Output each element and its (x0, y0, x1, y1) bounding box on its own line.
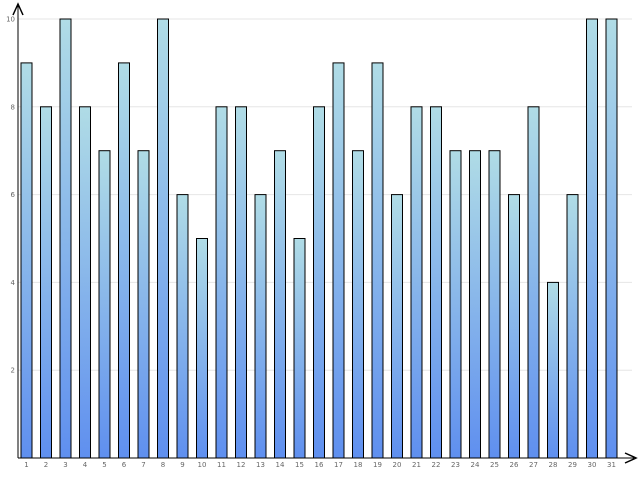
bar-12 (235, 106, 247, 459)
y-tick-label-2: 2 (11, 367, 15, 375)
bar-14 (274, 150, 286, 459)
bar-18 (352, 150, 364, 459)
x-tick-label-12: 12 (237, 461, 246, 469)
bar-8 (157, 18, 169, 459)
x-tick-label-24: 24 (471, 461, 480, 469)
bar-9 (176, 194, 189, 459)
y-axis-arrow-icon (12, 2, 24, 16)
x-tick-label-11: 11 (217, 461, 226, 469)
x-tick-label-9: 9 (180, 461, 184, 469)
x-tick-label-18: 18 (354, 461, 363, 469)
x-axis-arrow-icon (624, 452, 638, 464)
x-tick-label-16: 16 (315, 461, 324, 469)
x-tick-label-15: 15 (295, 461, 304, 469)
y-tick-label-6: 6 (11, 191, 16, 199)
bar-24 (469, 150, 481, 459)
x-tick-label-23: 23 (451, 461, 460, 469)
bars (20, 18, 618, 459)
bar-2 (40, 106, 52, 459)
x-tick-label-1: 1 (24, 461, 28, 469)
bar-7 (137, 150, 150, 459)
bar-19 (371, 62, 384, 459)
x-tick-label-7: 7 (141, 461, 145, 469)
x-tick-label-2: 2 (44, 461, 48, 469)
bar-13 (254, 194, 267, 459)
bar-23 (449, 150, 462, 459)
x-tick-label-25: 25 (490, 461, 499, 469)
bar-16 (313, 106, 325, 459)
x-tick-label-21: 21 (412, 461, 421, 469)
bar-5 (98, 150, 111, 459)
y-tick-label-4: 4 (11, 279, 16, 287)
bar-6 (118, 62, 130, 459)
x-tick-label-3: 3 (63, 461, 67, 469)
x-tick-label-19: 19 (373, 461, 382, 469)
x-tick-label-27: 27 (529, 461, 538, 469)
x-tick-label-30: 30 (588, 461, 597, 469)
bar-29 (566, 194, 579, 459)
x-tick-label-4: 4 (83, 461, 88, 469)
bar-22 (430, 106, 442, 459)
x-tick-label-29: 29 (568, 461, 577, 469)
bar-30 (586, 18, 598, 459)
bar-3 (59, 18, 72, 459)
x-tick-label-26: 26 (510, 461, 519, 469)
bar-10 (196, 238, 208, 459)
bar-26 (508, 194, 520, 459)
y-tick-label-8: 8 (11, 103, 15, 111)
x-tick-label-17: 17 (334, 461, 343, 469)
bar-21 (410, 106, 423, 459)
x-tick-label-31: 31 (607, 461, 616, 469)
bar-15 (293, 238, 306, 459)
bar-17 (332, 62, 345, 459)
bar-20 (391, 194, 403, 459)
x-tick-labels: 1 2 3 4 5 6 7 8 9 10 11 12 13 14 15 16 17 18 19 20 21 22 23 24 2… (24, 461, 616, 469)
x-tick-label-28: 28 (549, 461, 558, 469)
x-tick-label-22: 22 (432, 461, 441, 469)
bar-25 (488, 150, 501, 459)
bar-4 (79, 106, 91, 459)
bar-31 (605, 18, 618, 459)
bar-28 (547, 281, 559, 459)
x-tick-label-14: 14 (276, 461, 285, 469)
bar-27 (527, 106, 540, 459)
x-tick-label-5: 5 (102, 461, 106, 469)
x-tick-label-8: 8 (161, 461, 165, 469)
axes (12, 2, 638, 464)
x-tick-label-20: 20 (393, 461, 402, 469)
y-tick-label-10: 10 (6, 16, 15, 24)
bar-1 (20, 62, 33, 459)
x-tick-label-10: 10 (198, 461, 207, 469)
bar-11 (215, 106, 228, 459)
y-tick-labels: 2 4 6 8 10 (6, 16, 15, 375)
x-tick-label-13: 13 (256, 461, 265, 469)
x-tick-label-6: 6 (122, 461, 127, 469)
